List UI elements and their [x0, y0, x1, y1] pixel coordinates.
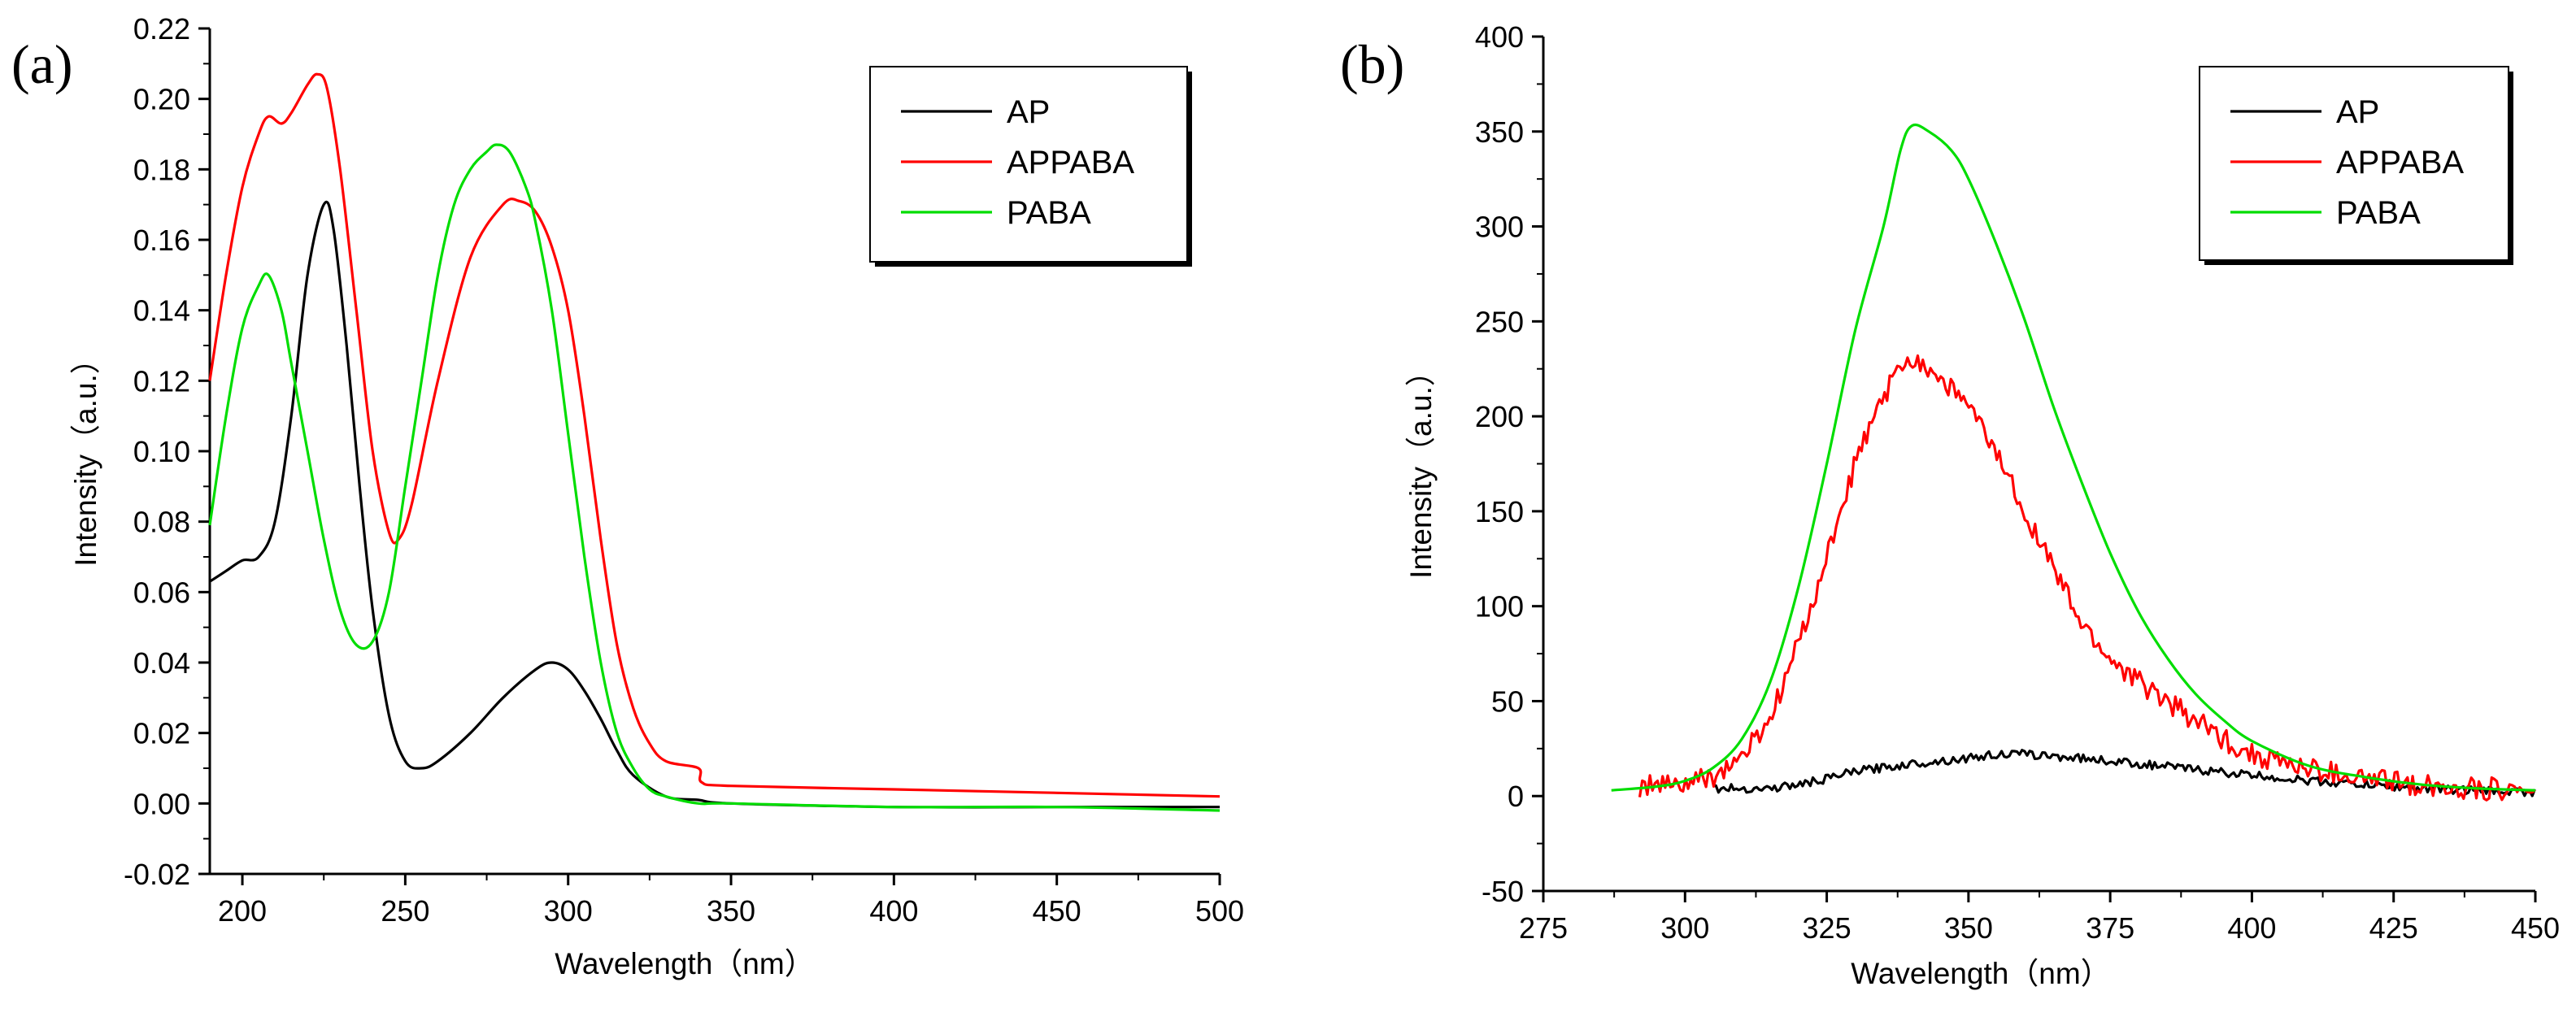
- y-axis-title-b: Intensity（a.u.）: [1404, 356, 1438, 579]
- x-axis-title-b: Wavelength（nm）: [1851, 957, 2110, 990]
- x-tick-label: 200: [218, 894, 267, 928]
- x-tick-label: 300: [544, 894, 593, 928]
- y-tick-label: 0.02: [133, 717, 190, 750]
- x-axis-title-a: Wavelength（nm）: [555, 947, 814, 980]
- series-line-ap: [1712, 749, 2536, 798]
- legend-label-appaba: APPABA: [1007, 145, 1134, 180]
- y-tick-label: 400: [1475, 20, 1524, 54]
- x-tick-label: 400: [869, 894, 918, 928]
- y-tick-label: 200: [1475, 400, 1524, 433]
- x-tick-label: 300: [1660, 911, 1709, 945]
- series-line-appaba: [208, 72, 1221, 798]
- y-tick-label: 0.22: [133, 12, 190, 46]
- x-tick-label: 325: [1803, 911, 1852, 945]
- x-tick-label: 400: [2227, 911, 2276, 945]
- x-tick-label: 450: [2511, 911, 2560, 945]
- panel-label-b: (b): [1340, 33, 1404, 95]
- y-tick-label: 350: [1475, 115, 1524, 149]
- y-tick-label: 0.00: [133, 787, 190, 820]
- y-tick-label: 0.10: [133, 435, 190, 468]
- x-tick-label: 250: [381, 894, 429, 928]
- plot-area-b: -50 0 50 100 150 200 250 300 350 400 275 300 325 350 3…: [1475, 20, 2560, 945]
- legend-label-paba: PABA: [1007, 195, 1091, 231]
- y-tick-label: 50: [1491, 685, 1524, 718]
- legend-label-ap: AP: [1007, 94, 1050, 130]
- x-tick-label: 350: [707, 894, 755, 928]
- plot-area-a: -0.02 0.00 0.02 0.04 0.06 0.08 0.10 0.12 0.14 0.1…: [124, 12, 1244, 928]
- y-tick-label: 0.14: [133, 294, 190, 328]
- series-line-paba: [1611, 123, 2536, 792]
- legend-box: [2199, 66, 2509, 261]
- x-tick-label: 425: [2369, 911, 2418, 945]
- y-tick-label: 150: [1475, 495, 1524, 528]
- y-tick-label: 250: [1475, 305, 1524, 338]
- x-tick-label: 275: [1519, 911, 1568, 945]
- y-tick-label: 300: [1475, 211, 1524, 244]
- y-tick-label: 0.20: [133, 83, 190, 116]
- x-tick-label: 450: [1033, 894, 1081, 928]
- y-tick-label: 0.04: [133, 646, 190, 680]
- y-tick-label: 0.06: [133, 576, 190, 609]
- series-line-appaba: [1638, 354, 2536, 802]
- series-line-paba: [208, 143, 1221, 812]
- chart-b: (b) -50 0 50 100 150 200 250 300 350 400 275 300 325…: [1340, 20, 2560, 990]
- chart-a: (a) -0.02 0.00 0.02 0.04 0.06 0.08 0.10 0.12 0.1…: [11, 12, 1244, 980]
- x-tick-label: 350: [1944, 911, 1993, 945]
- legend-label-paba: PABA: [2336, 195, 2421, 231]
- y-tick-label: 0.12: [133, 364, 190, 398]
- legend-box: [869, 66, 1188, 263]
- panel-label-a: (a): [11, 33, 72, 95]
- y-tick-label: 0.08: [133, 506, 190, 539]
- legend-label-appaba: APPABA: [2336, 145, 2464, 180]
- x-tick-label: 375: [2086, 911, 2134, 945]
- y-tick-label: 0: [1508, 780, 1524, 813]
- y-tick-label: -0.02: [124, 858, 190, 891]
- legend-a: AP APPABA PABA: [869, 66, 1192, 267]
- y-tick-label: -50: [1482, 875, 1524, 908]
- y-axis-title-a: Intensity（a.u.）: [69, 344, 102, 567]
- legend-b: AP APPABA PABA: [2199, 66, 2513, 265]
- y-tick-label: 0.18: [133, 153, 190, 186]
- series-line-ap: [209, 200, 1220, 809]
- legend-label-ap: AP: [2336, 94, 2379, 130]
- y-tick-label: 0.16: [133, 224, 190, 257]
- x-tick-label: 500: [1195, 894, 1244, 928]
- y-tick-label: 100: [1475, 590, 1524, 624]
